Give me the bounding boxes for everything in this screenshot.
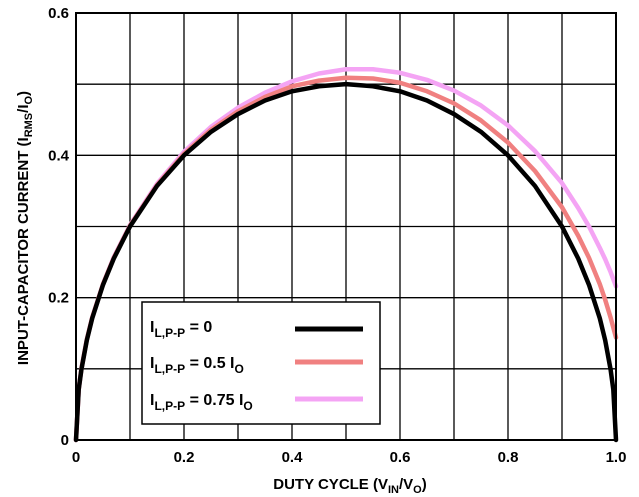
y-axis-title: INPUT-CAPACITOR CURRENT (IRMS/IO) [15, 91, 35, 365]
series-line-0 [73, 81, 619, 443]
legend-label-1: IL,P-P = 0.5 IO [150, 355, 244, 376]
x-tick-label: 0.6 [390, 449, 411, 466]
y-tick-label: 0.6 [48, 5, 69, 22]
x-tick-label: 0 [72, 449, 80, 466]
tick-labels: 0 0.2 0.4 0.6 0.8 1.0 0 0.2 0.4 0.6 [48, 5, 626, 466]
x-axis-title: DUTY CYCLE (VIN/VO) [273, 476, 426, 496]
legend-label-0: IL,P-P = 0 [150, 319, 212, 340]
x-tick-label: 0.8 [498, 449, 519, 466]
x-tick-label: 0.4 [282, 449, 304, 466]
x-tick-label: 1.0 [606, 449, 627, 466]
x-tick-label: 0.2 [174, 449, 195, 466]
y-tick-label: 0.4 [48, 147, 70, 164]
plot-frame [75, 12, 617, 441]
y-tick-label: 0 [61, 432, 69, 449]
data-lines [73, 66, 619, 443]
y-tick-label: 0.2 [48, 290, 69, 307]
legend-label-2: IL,P-P = 0.75 IO [150, 392, 253, 413]
legend: IL,P-P = 0 IL,P-P = 0.5 IO IL,P-P = 0.75… [141, 301, 381, 425]
